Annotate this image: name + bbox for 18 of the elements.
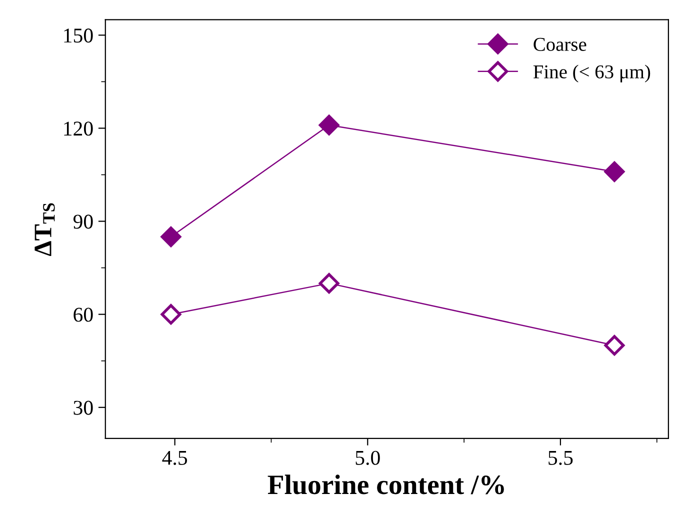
y-tick-label: 150 [64,28,93,43]
x-tick-label: 5.0 [356,450,380,465]
point [604,335,625,356]
x-tick-label: 5.5 [548,451,573,465]
legend-label: Coarse [534,38,586,51]
y-tick-label: 60 [74,308,93,322]
point [604,161,625,182]
y-tick-label: 30 [74,400,93,415]
x-tick-label: 4.5 [162,450,188,465]
y-axis-title: ΔT$_{TS}$ [34,203,55,256]
x-axis-title: Fluorine content /% [268,474,504,494]
y-tick-label: 90 [73,214,93,229]
point [160,304,182,325]
point [160,226,182,248]
y-tick-label: 120 [64,122,93,136]
point [318,114,340,136]
legend-label: Fine (< 63 μm) [533,64,650,82]
point [318,273,340,294]
